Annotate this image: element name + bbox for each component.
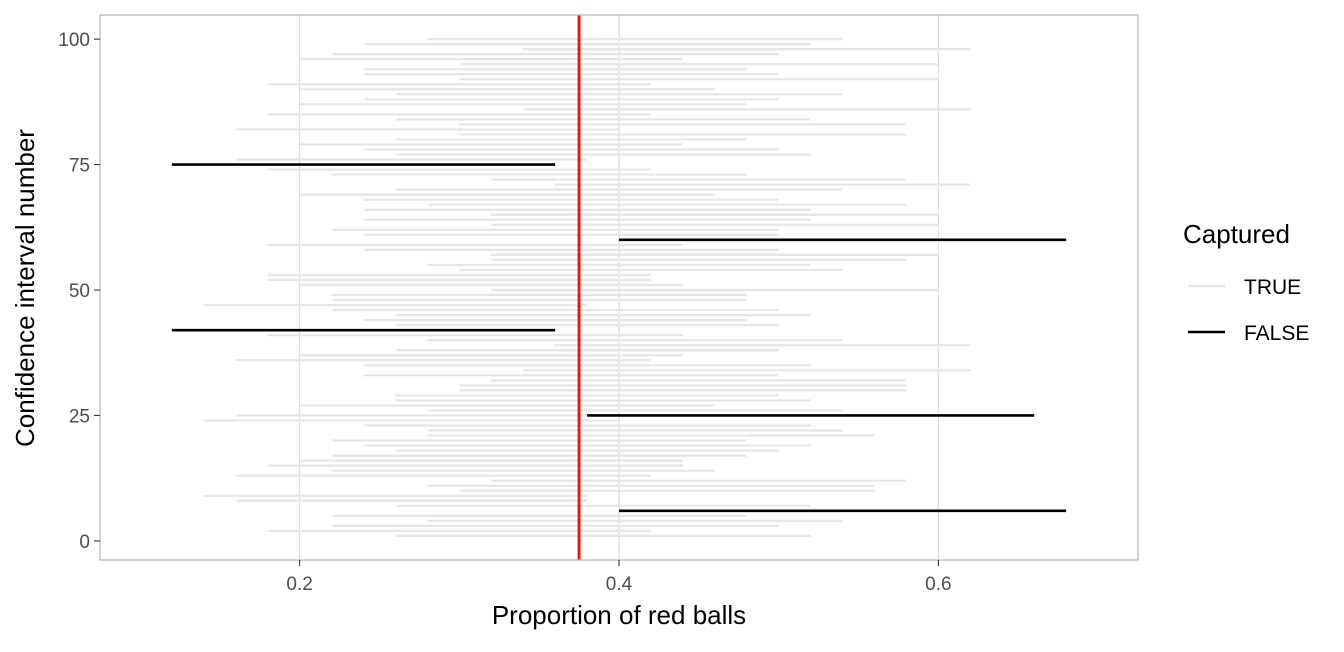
y-tick-label-2: 50	[69, 281, 90, 302]
x-tick-label-1: 0.4	[606, 574, 633, 595]
series-true	[203, 37, 971, 538]
y-axis: 0 25 50 75 100	[58, 30, 100, 553]
y-tick-label-0: 0	[79, 532, 90, 553]
x-tick-label-0: 0.2	[286, 574, 312, 595]
y-axis-title: Confidence interval number	[10, 129, 40, 447]
series-false	[171, 163, 1067, 513]
legend-title: Captured	[1183, 219, 1290, 249]
y-tick-label-4: 100	[58, 30, 90, 51]
legend: Captured TRUE FALSE	[1183, 219, 1309, 345]
x-axis-title: Proportion of red balls	[492, 600, 746, 630]
legend-label-false: FALSE	[1244, 322, 1309, 345]
y-tick-label-1: 25	[69, 406, 90, 427]
y-tick-label-3: 75	[69, 156, 90, 177]
x-axis: 0.2 0.4 0.6	[286, 560, 952, 595]
grid-lines	[299, 15, 939, 560]
legend-label-true: TRUE	[1244, 276, 1301, 299]
x-tick-label-2: 0.6	[925, 574, 951, 595]
